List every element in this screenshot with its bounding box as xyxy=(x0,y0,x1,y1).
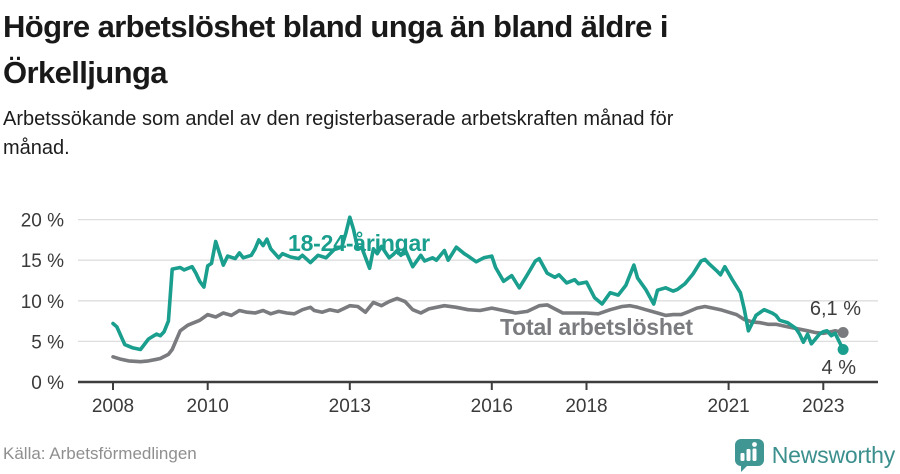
series-label-total: Total arbetslöshet xyxy=(500,314,693,340)
line-chart: 0 % 5 % 10 % 15 % 20 % 2008 2010 2013 2016 2018 20… xyxy=(21,211,878,417)
chart-subtitle-line2: månad. xyxy=(3,137,70,159)
series-line-young xyxy=(111,215,845,352)
end-value-label-total: 6,1 % xyxy=(810,298,861,320)
axis-layer: 0 % 5 % 10 % 15 % 20 % 2008 2010 2013 2016 2018 20… xyxy=(21,211,878,417)
newsworthy-wordmark: Newsworthy xyxy=(771,442,895,468)
y-tick-label: 10 % xyxy=(21,292,64,313)
newsworthy-bubble-chart-icon xyxy=(734,439,764,472)
x-tick-label: 2010 xyxy=(187,396,229,417)
y-tick-label: 20 % xyxy=(21,211,64,232)
x-tick-label: 2008 xyxy=(92,396,134,417)
series-layer xyxy=(111,215,849,364)
x-tick-label: 2016 xyxy=(471,396,513,417)
source-note: Källa: Arbetsförmedlingen xyxy=(3,444,197,463)
y-tick-label: 15 % xyxy=(21,251,64,272)
series-endpoint-young xyxy=(837,344,849,355)
x-tick-label: 2021 xyxy=(707,396,749,417)
chart-title: Högre arbetslöshet bland unga än bland ä… xyxy=(3,4,897,96)
y-tick-label: 5 % xyxy=(31,332,64,353)
chart-subtitle: Arbetssökande som andel av den registerb… xyxy=(3,105,883,163)
x-tick-label: 2018 xyxy=(565,396,607,417)
chart-title-line2: Örkelljunga xyxy=(3,55,168,90)
end-value-label-young: 4 % xyxy=(822,357,857,379)
y-tick-label: 0 % xyxy=(31,373,64,394)
x-tick-label: 2013 xyxy=(329,396,371,417)
series-endpoint-total xyxy=(837,327,849,338)
x-tick-label: 2023 xyxy=(802,396,844,417)
chart-title-line1: Högre arbetslöshet bland unga än bland ä… xyxy=(3,9,668,44)
series-label-young: 18-24-åringar xyxy=(288,230,430,256)
chart-subtitle-line1: Arbetssökande som andel av den registerb… xyxy=(3,108,674,130)
series-line-total xyxy=(111,296,845,364)
newsworthy-logo: Newsworthy xyxy=(734,438,895,473)
